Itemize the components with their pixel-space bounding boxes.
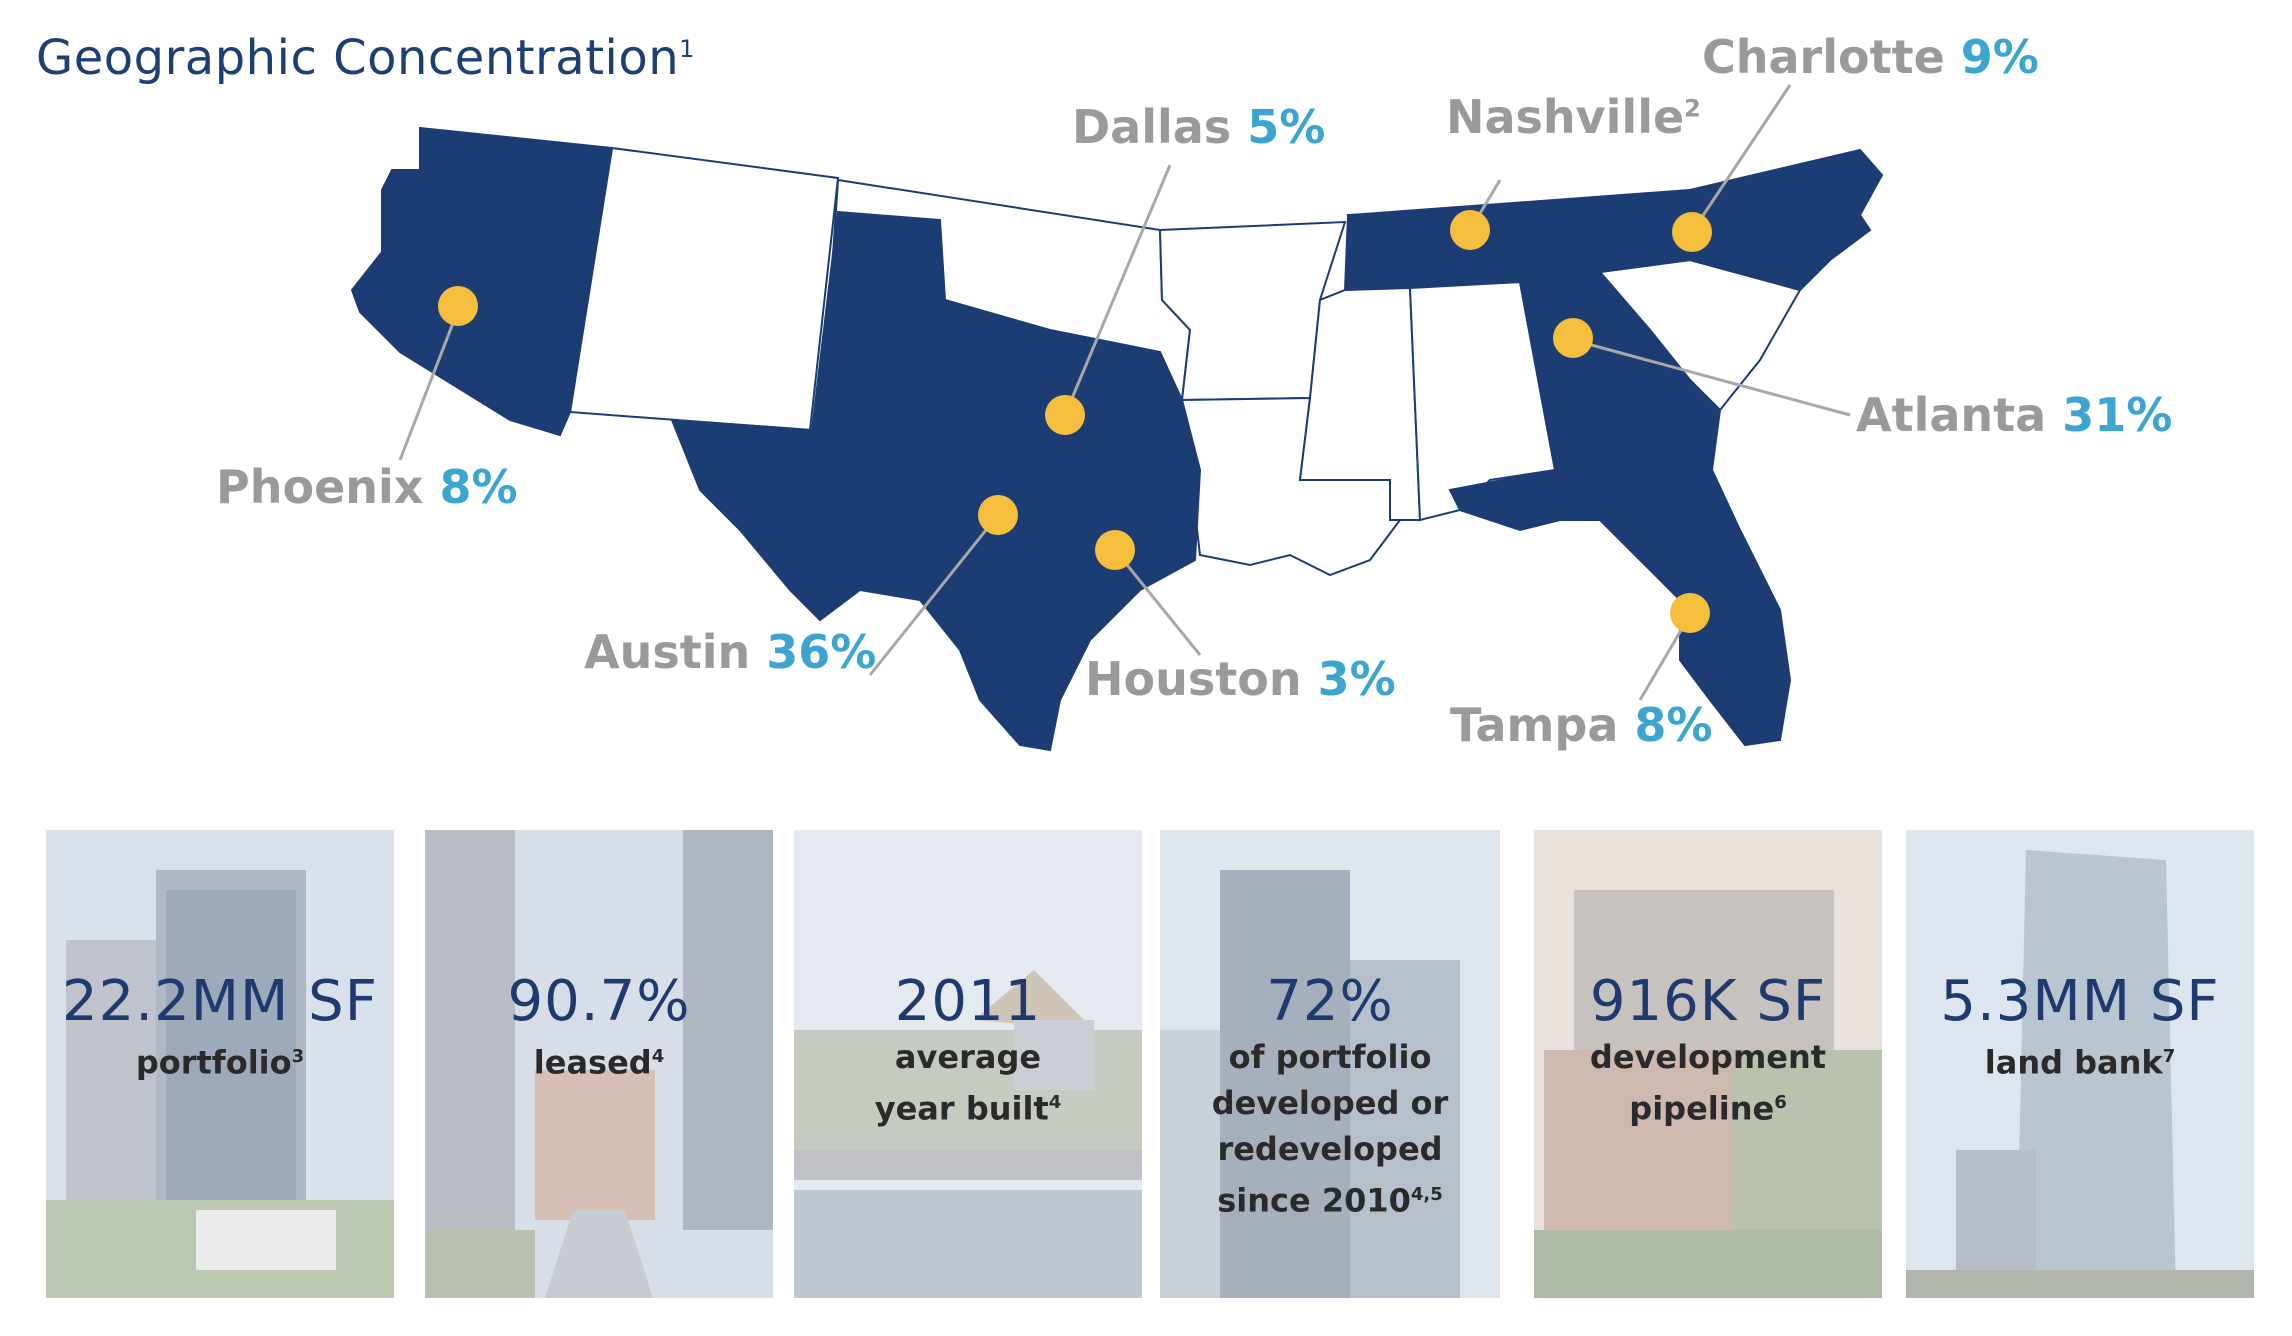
stat-label: average year built4 — [874, 1038, 1062, 1128]
stat-value: 72% — [1266, 969, 1394, 1034]
city-label-dallas: Dallas 5% — [1072, 100, 1326, 154]
city-marker-houston — [1095, 530, 1135, 570]
city-label-houston: Houston 3% — [1085, 652, 1396, 706]
stat-card-year-built: 2011 average year built4 — [794, 830, 1142, 1298]
stat-value: 916K SF — [1589, 969, 1827, 1034]
stat-value: 5.3MM SF — [1940, 969, 2220, 1034]
city-marker-tampa — [1670, 593, 1710, 633]
stat-card-land-bank: 5.3MM SF land bank7 — [1906, 830, 2254, 1298]
city-aerial-photo — [794, 830, 1142, 1298]
state-texas — [670, 210, 1202, 752]
southern-us-map — [350, 84, 1884, 752]
stat-card-development-pipeline: 916K SF development pipeline6 — [1534, 830, 1882, 1298]
street-photo — [425, 830, 773, 1298]
stat-label: portfolio3 — [135, 1043, 305, 1082]
state-florida — [1448, 468, 1792, 747]
building-photo — [46, 830, 394, 1298]
stat-card-developed: 72% of portfolio developed or redeveloped s… — [1160, 830, 1500, 1298]
city-marker-austin — [978, 495, 1018, 535]
stat-card-leased: 90.7% leased4 — [425, 830, 773, 1298]
stat-label: leased4 — [533, 1043, 665, 1082]
stat-value: 90.7% — [507, 969, 691, 1034]
state-north-carolina — [1349, 148, 1884, 292]
stat-card-portfolio: 22.2MM SF portfolio3 — [46, 830, 394, 1298]
city-label-atlanta: Atlanta 31% — [1856, 388, 2173, 442]
city-marker-nashville — [1450, 210, 1490, 250]
city-label-phoenix: Phoenix 8% — [216, 460, 518, 514]
skyscraper-photo — [1160, 830, 1500, 1298]
development-photo — [1534, 830, 1882, 1298]
tower-photo — [1906, 830, 2254, 1298]
state-new-mexico — [568, 146, 840, 432]
city-marker-phoenix — [438, 286, 478, 326]
city-label-tampa: Tampa 8% — [1450, 698, 1713, 752]
city-label-charlotte: Charlotte 9% — [1702, 30, 2039, 84]
stat-label: of portfolio developed or redeveloped since… — [1211, 1038, 1449, 1220]
stat-label: land bank7 — [1984, 1043, 2176, 1082]
stat-label: development pipeline6 — [1589, 1038, 1827, 1128]
stat-value: 2011 — [894, 969, 1042, 1034]
state-arizona — [350, 126, 614, 437]
page-title: Geographic Concentration1 — [36, 30, 695, 86]
city-label-austin: Austin 36% — [584, 625, 877, 679]
city-marker-atlanta — [1553, 318, 1593, 358]
city-marker-charlotte — [1672, 212, 1712, 252]
stat-value: 22.2MM SF — [62, 969, 378, 1034]
city-label-nashville: Nashville2 — [1446, 90, 1701, 144]
city-marker-dallas — [1045, 395, 1085, 435]
